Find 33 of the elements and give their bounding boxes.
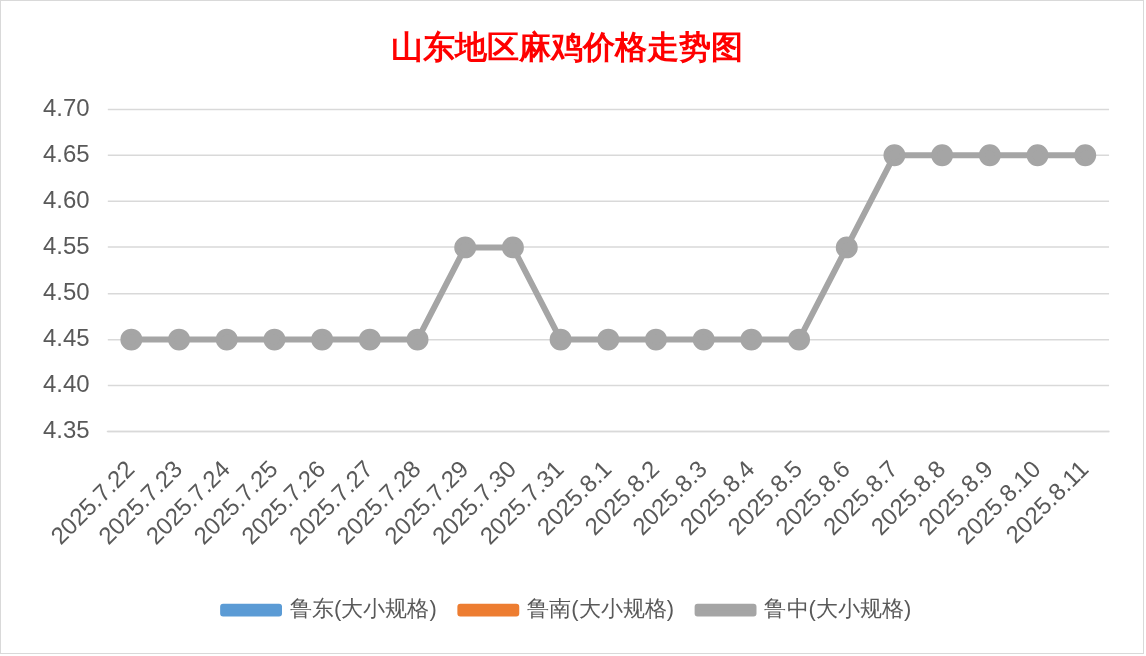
point — [931, 144, 954, 167]
legend-label: 鲁中(大小规格) — [764, 596, 912, 622]
point — [1026, 144, 1049, 167]
point — [454, 236, 477, 259]
point — [549, 328, 572, 351]
y-tick-label: 4.35 — [42, 416, 90, 444]
point — [692, 328, 715, 351]
y-tick-label: 4.65 — [42, 139, 90, 167]
y-tick-label: 4.70 — [42, 93, 90, 121]
y-tick-label: 4.45 — [42, 324, 90, 352]
point — [835, 236, 858, 259]
point — [740, 328, 763, 351]
y-tick-label: 4.60 — [42, 185, 90, 213]
point — [597, 328, 620, 351]
y-tick-label: 4.40 — [42, 370, 90, 398]
y-tick-label: 4.55 — [42, 232, 90, 259]
point — [978, 144, 1001, 167]
point — [645, 328, 667, 351]
point — [358, 328, 381, 351]
point — [168, 328, 191, 351]
point — [406, 328, 429, 351]
legend-label: 鲁南(大小规格) — [527, 596, 674, 622]
point — [501, 236, 524, 259]
point — [120, 328, 143, 351]
point — [263, 328, 286, 351]
point — [215, 328, 238, 351]
point — [1074, 144, 1097, 167]
point — [883, 144, 906, 167]
point — [311, 328, 334, 351]
chart-title: 山东地区麻鸡价格走势图 — [390, 30, 744, 66]
point — [788, 328, 811, 351]
legend-label: 鲁东(大小规格) — [290, 596, 437, 622]
y-tick-label: 4.50 — [42, 278, 90, 306]
